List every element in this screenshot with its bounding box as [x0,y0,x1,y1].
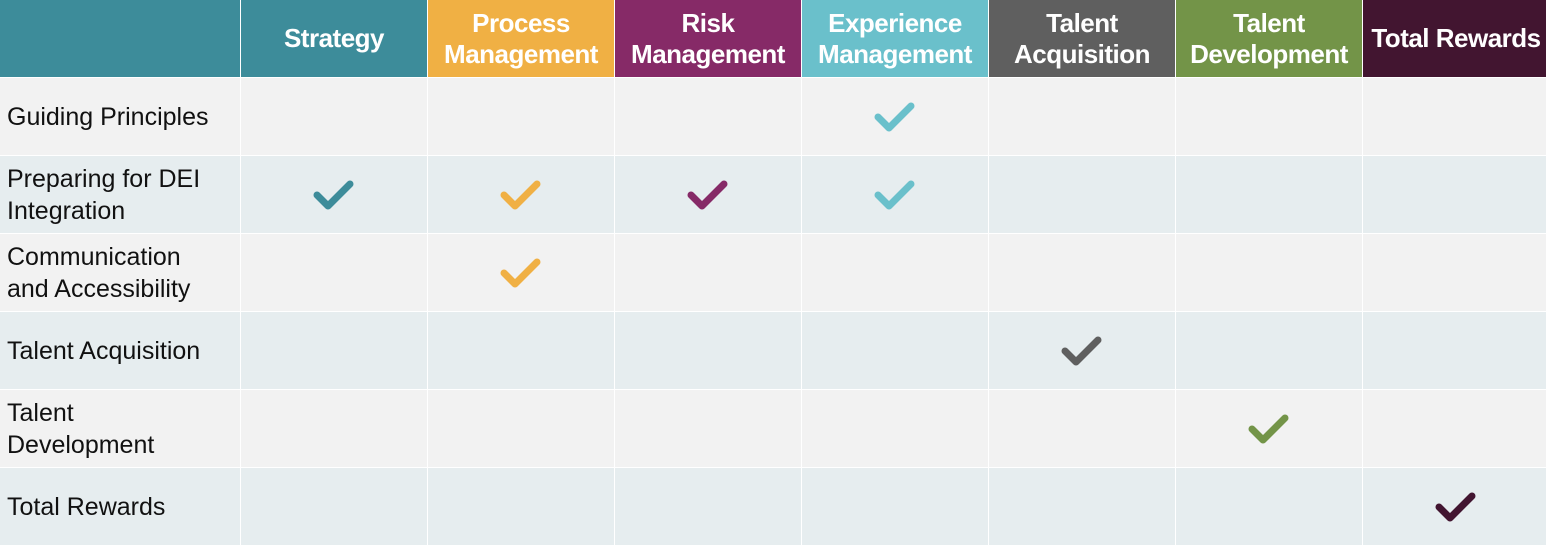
matrix-cell-experience-management [802,234,988,311]
row-label: Talent Development [0,390,240,467]
matrix-cell-total-rewards [1363,468,1546,545]
matrix-cell-talent-development [1176,468,1362,545]
checkmark-icon [687,180,728,209]
matrix-cell-total-rewards [1363,390,1546,467]
matrix-cell-talent-development [1176,234,1362,311]
matrix-cell-total-rewards [1363,312,1546,389]
matrix-cell-process-management [428,312,614,389]
matrix-cell-talent-development [1176,312,1362,389]
row-label: Talent Acquisition [0,312,240,389]
column-header-strategy: Strategy [241,0,427,77]
matrix-cell-risk-management [615,78,801,155]
matrix-cell-risk-management [615,312,801,389]
matrix-cell-strategy [241,312,427,389]
column-header-talent-acquisition: Talent Acquisition [989,0,1175,77]
column-header-risk-management: Risk Management [615,0,801,77]
matrix-cell-experience-management [802,468,988,545]
matrix-cell-talent-acquisition [989,312,1175,389]
matrix-cell-experience-management [802,390,988,467]
matrix-cell-talent-acquisition [989,78,1175,155]
checkmark-icon [313,180,354,209]
column-header-talent-development: Talent Development [1176,0,1362,77]
matrix-cell-risk-management [615,468,801,545]
matrix-cell-talent-development [1176,390,1362,467]
matrix-cell-strategy [241,78,427,155]
row-label: Guiding Principles [0,78,240,155]
checkmark-icon [1435,492,1476,521]
matrix-cell-talent-acquisition [989,234,1175,311]
matrix-cell-talent-acquisition [989,390,1175,467]
matrix-cell-talent-acquisition [989,468,1175,545]
matrix-cell-experience-management [802,78,988,155]
row-label: Preparing for DEI Integration [0,156,240,233]
matrix-cell-experience-management [802,312,988,389]
column-header-process-management: Process Management [428,0,614,77]
matrix-cell-strategy [241,156,427,233]
checkmark-icon [874,180,915,209]
matrix-cell-process-management [428,78,614,155]
column-header-total-rewards: Total Rewards [1363,0,1546,77]
header-corner-cell [0,0,240,77]
matrix-cell-process-management [428,390,614,467]
matrix-cell-process-management [428,468,614,545]
matrix-cell-total-rewards [1363,78,1546,155]
checkmark-icon [1248,414,1289,443]
matrix-cell-strategy [241,390,427,467]
row-label: Total Rewards [0,468,240,545]
matrix-cell-strategy [241,468,427,545]
checkmark-icon [1061,336,1102,365]
matrix-cell-total-rewards [1363,156,1546,233]
matrix-cell-strategy [241,234,427,311]
matrix-cell-experience-management [802,156,988,233]
column-header-experience-management: Experience Management [802,0,988,77]
matrix-cell-risk-management [615,156,801,233]
matrix-cell-talent-acquisition [989,156,1175,233]
checkmark-icon [500,258,541,287]
matrix-cell-risk-management [615,234,801,311]
checkmark-icon [874,102,915,131]
matrix-cell-talent-development [1176,78,1362,155]
matrix-cell-talent-development [1176,156,1362,233]
checkmark-icon [500,180,541,209]
matrix-cell-total-rewards [1363,234,1546,311]
row-label: Communication and Accessibility [0,234,240,311]
matrix-cell-process-management [428,234,614,311]
matrix-cell-risk-management [615,390,801,467]
matrix-cell-process-management [428,156,614,233]
